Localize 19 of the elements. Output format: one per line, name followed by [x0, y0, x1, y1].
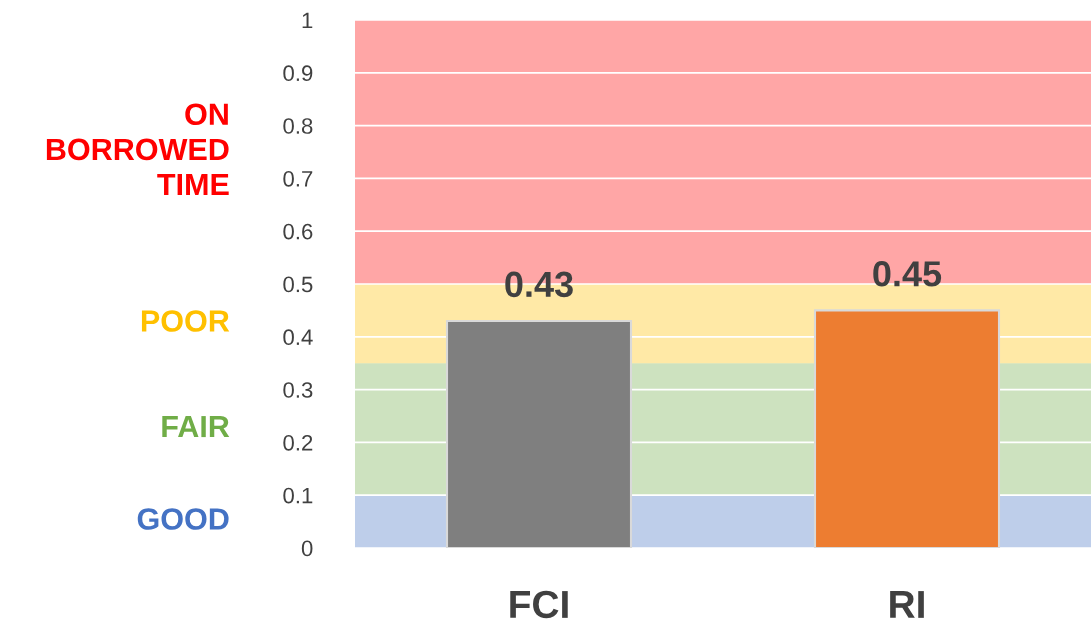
x-tick-label: RI: [890, 591, 924, 618]
data-label: 0.45: [873, 261, 942, 287]
y-tick-label: 0: [301, 540, 313, 557]
data-label: 0.43: [505, 271, 573, 298]
y-tick-label: 0.4: [283, 329, 313, 346]
band-label: POOR: [141, 310, 230, 332]
y-tick-label: 0.8: [283, 118, 313, 134]
y-tick-label: 0.6: [283, 223, 313, 240]
y-tick-label: 1: [302, 12, 313, 29]
y-tick-label: 0.3: [283, 382, 313, 398]
y-tick-label: 0.1: [283, 487, 313, 504]
band-label: FAIR: [162, 416, 230, 438]
band-label: ON BORROWED TIME: [46, 103, 229, 196]
y-tick-label: 0.9: [283, 65, 313, 82]
y-tick-label: 0.7: [283, 170, 313, 187]
x-tick-label: FCI: [510, 590, 568, 619]
y-tick-label: 0.5: [283, 276, 313, 293]
band-label: GOOD: [137, 508, 229, 530]
y-tick-label: 0.2: [283, 434, 313, 451]
